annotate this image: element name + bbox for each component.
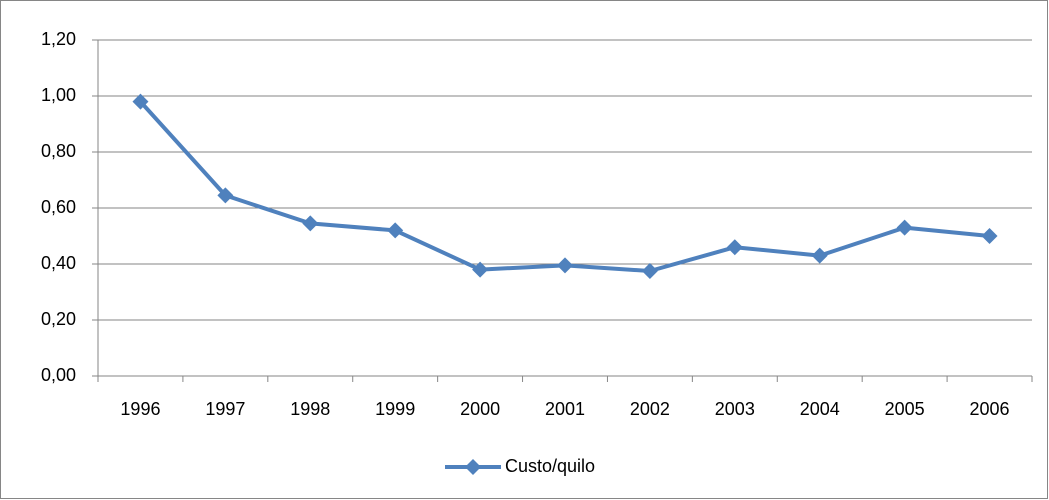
y-tick-label: 0,00 bbox=[41, 365, 76, 385]
y-tick-label: 1,20 bbox=[41, 29, 76, 49]
data-point bbox=[472, 261, 489, 278]
data-point bbox=[132, 93, 149, 110]
x-tick-label: 2002 bbox=[630, 399, 670, 419]
x-tick-label: 1998 bbox=[290, 399, 330, 419]
y-tick-label: 0,40 bbox=[41, 253, 76, 273]
x-tick-label: 1997 bbox=[205, 399, 245, 419]
x-tick-label: 2000 bbox=[460, 399, 500, 419]
data-point bbox=[726, 239, 743, 256]
y-tick-label: 1,00 bbox=[41, 85, 76, 105]
x-tick-label: 2005 bbox=[885, 399, 925, 419]
x-tick-label: 2001 bbox=[545, 399, 585, 419]
legend-label: Custo/quilo bbox=[505, 456, 595, 476]
x-tick-label: 2006 bbox=[970, 399, 1010, 419]
legend-marker bbox=[465, 459, 481, 475]
data-point bbox=[641, 263, 658, 279]
data-point bbox=[302, 215, 319, 232]
data-point bbox=[811, 247, 828, 264]
x-tick-label: 2004 bbox=[800, 399, 840, 419]
y-tick-label: 0,80 bbox=[41, 141, 76, 161]
x-tick-label: 1996 bbox=[120, 399, 160, 419]
y-tick-label: 0,60 bbox=[41, 197, 76, 217]
data-point bbox=[387, 222, 404, 239]
x-tick-label: 2003 bbox=[715, 399, 755, 419]
data-point bbox=[896, 219, 913, 236]
x-tick-label: 1999 bbox=[375, 399, 415, 419]
data-point bbox=[557, 257, 573, 274]
y-tick-label: 0,20 bbox=[41, 309, 76, 329]
data-point bbox=[981, 228, 998, 244]
data-point bbox=[217, 187, 234, 204]
